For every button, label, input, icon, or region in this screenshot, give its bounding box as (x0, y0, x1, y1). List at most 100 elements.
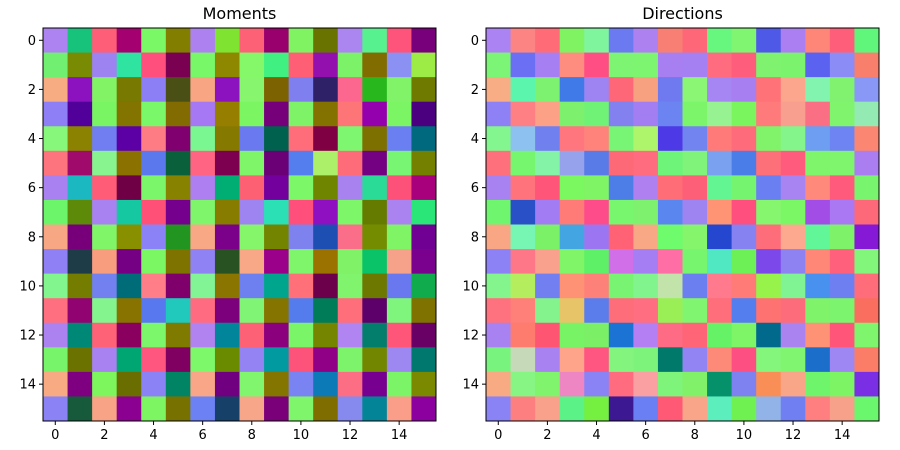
directions-cell (584, 150, 610, 176)
directions-cell (633, 175, 659, 201)
moments-cell (264, 396, 290, 422)
directions-cell (584, 77, 610, 103)
directions-cell (829, 77, 855, 103)
directions-cell (756, 249, 782, 275)
moments-cell (337, 199, 363, 225)
moments-cell (264, 52, 290, 78)
directions-x-axis: 0 2 4 6 8 10 12 14 (494, 421, 850, 443)
moments-cell (264, 224, 290, 250)
moments-cell (288, 175, 314, 201)
directions-cell (780, 224, 806, 250)
moments-x-axis: 0 2 4 6 8 10 12 14 (51, 421, 407, 443)
moments-cell (337, 224, 363, 250)
directions-cell (584, 101, 610, 127)
directions-cell (805, 371, 831, 397)
directions-cell (805, 249, 831, 275)
moments-cell (411, 396, 437, 422)
directions-cell (731, 298, 757, 324)
directions-cell (829, 371, 855, 397)
moments-cell (141, 347, 167, 373)
directions-cell (657, 126, 683, 152)
directions-cell (633, 273, 659, 299)
directions-cell (510, 396, 536, 422)
moments-cell (165, 396, 191, 422)
directions-cell (707, 77, 733, 103)
directions-cell (584, 249, 610, 275)
moments-cell (386, 28, 412, 53)
directions-cell (559, 298, 585, 324)
moments-cell (411, 28, 437, 53)
moments-cell (67, 126, 93, 152)
moments-cell (411, 199, 437, 225)
directions-y-tick-label: 6 (471, 181, 479, 196)
directions-cell (731, 249, 757, 275)
directions-x-tick-label: 2 (543, 428, 551, 443)
moments-cell (116, 101, 142, 127)
directions-cell (682, 101, 708, 127)
moments-cell (214, 273, 240, 299)
directions-cell (486, 28, 511, 53)
directions-cell (657, 199, 683, 225)
moments-cell (411, 101, 437, 127)
directions-cell (559, 396, 585, 422)
directions-cell (657, 322, 683, 348)
moments-cell (313, 126, 339, 152)
directions-cell (707, 298, 733, 324)
moments-cell (362, 273, 388, 299)
moments-cell (190, 273, 216, 299)
moments-cell (239, 77, 265, 103)
moments-cell (43, 298, 68, 324)
directions-cell (805, 77, 831, 103)
directions-cell (633, 77, 659, 103)
directions-cell (486, 224, 511, 250)
moments-cell (313, 150, 339, 176)
directions-cell (486, 52, 511, 78)
moments-cell (214, 249, 240, 275)
moments-cell (141, 224, 167, 250)
moments-cell (67, 249, 93, 275)
directions-cell (756, 28, 782, 53)
moments-cell (239, 371, 265, 397)
moments-cell (67, 28, 93, 53)
moments-cell (362, 298, 388, 324)
moments-cell (313, 371, 339, 397)
moments-cell (411, 249, 437, 275)
directions-cell (535, 298, 561, 324)
directions-cell (633, 28, 659, 53)
moments-cell (43, 28, 68, 53)
directions-cell (633, 396, 659, 422)
moments-cell (214, 224, 240, 250)
directions-cell (805, 28, 831, 53)
directions-cell (682, 249, 708, 275)
moments-cell (288, 298, 314, 324)
moments-cell (67, 322, 93, 348)
moments-cell (362, 52, 388, 78)
moments-cell (386, 249, 412, 275)
directions-cell (608, 298, 634, 324)
directions-cell (657, 347, 683, 373)
moments-cell (92, 224, 118, 250)
moments-cell (116, 298, 142, 324)
moments-cell (116, 249, 142, 275)
directions-cell (854, 101, 880, 127)
directions-cell (756, 371, 782, 397)
directions-cell (535, 150, 561, 176)
directions-cell (608, 347, 634, 373)
moments-cell (116, 150, 142, 176)
moments-cell (264, 199, 290, 225)
moments-cell (214, 347, 240, 373)
directions-y-tick-label: 8 (471, 230, 479, 245)
moments-cell (411, 347, 437, 373)
directions-cell (707, 175, 733, 201)
directions-cell (559, 101, 585, 127)
moments-cell (67, 175, 93, 201)
directions-cell (829, 28, 855, 53)
directions-cell (510, 199, 536, 225)
moments-cell (386, 322, 412, 348)
moments-cell (288, 199, 314, 225)
directions-cell (608, 175, 634, 201)
directions-y-tick-label: 2 (471, 83, 479, 98)
moments-cell (116, 28, 142, 53)
moments-cell (362, 396, 388, 422)
directions-cell (707, 28, 733, 53)
